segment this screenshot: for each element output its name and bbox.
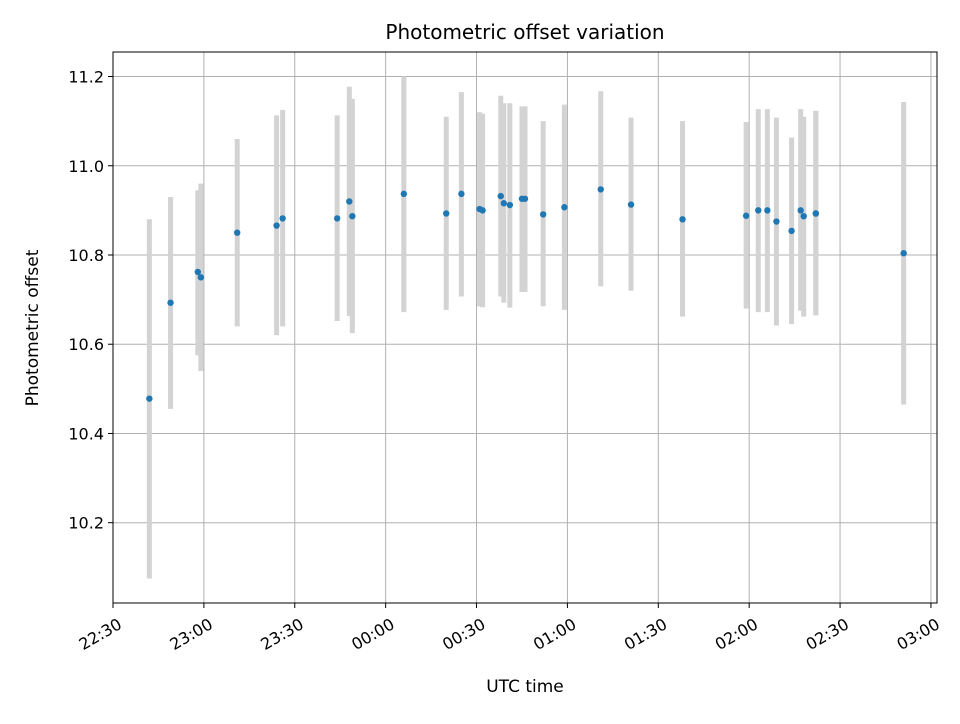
data-point xyxy=(812,210,820,217)
data-point xyxy=(506,201,514,209)
chart-title: Photometric offset variation xyxy=(385,20,664,44)
data-point xyxy=(900,250,907,257)
data-point xyxy=(797,207,804,214)
data-point xyxy=(167,299,174,306)
data-point xyxy=(234,229,241,236)
data-point xyxy=(458,190,465,198)
data-point xyxy=(479,207,486,214)
data-point xyxy=(773,218,780,225)
plot-frame xyxy=(112,51,938,604)
y-tick-label: 10.2 xyxy=(68,514,104,533)
data-point xyxy=(800,212,807,220)
grid-layer xyxy=(112,52,937,603)
y-tick-label: 11.2 xyxy=(68,68,104,87)
data-point xyxy=(497,192,504,200)
data-point xyxy=(679,216,686,223)
y-tick-label: 10.4 xyxy=(68,424,104,443)
data-point xyxy=(279,215,286,222)
y-tick-label: 10.8 xyxy=(68,246,104,265)
data-point xyxy=(194,268,202,276)
data-point xyxy=(742,212,750,219)
y-tick-label: 10.6 xyxy=(68,335,104,354)
data-point xyxy=(521,195,529,202)
data-point xyxy=(627,201,635,208)
data-point xyxy=(349,212,356,220)
data-point xyxy=(561,204,568,211)
data-point xyxy=(500,200,507,207)
data-point xyxy=(273,222,280,229)
data-point xyxy=(597,186,604,193)
data-point xyxy=(755,207,762,214)
x-axis-label: UTC time xyxy=(486,677,564,697)
data-point xyxy=(400,190,408,198)
data-point xyxy=(146,395,153,402)
data-point xyxy=(197,274,205,281)
point-layer xyxy=(146,186,907,402)
data-point xyxy=(788,227,795,235)
data-point xyxy=(764,207,771,214)
data-point xyxy=(346,198,353,205)
data-point xyxy=(333,215,341,222)
data-point xyxy=(443,210,450,217)
data-point xyxy=(539,211,547,218)
y-tick-label: 11.0 xyxy=(68,157,104,176)
y-axis-label: Photometric offset xyxy=(23,249,43,406)
